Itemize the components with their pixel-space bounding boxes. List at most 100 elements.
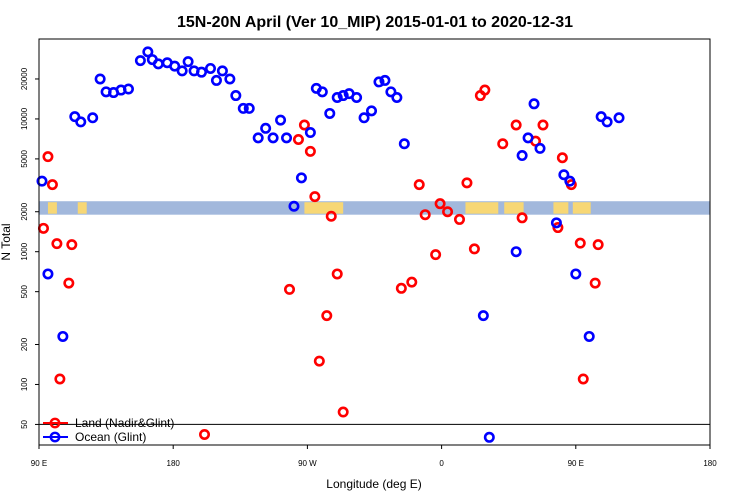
legend-label-land: Land (Nadir&Glint) bbox=[75, 416, 174, 430]
land-point bbox=[406, 276, 418, 288]
ocean-point bbox=[275, 114, 287, 126]
land-point bbox=[413, 179, 425, 191]
x-tick-label: 0 bbox=[439, 459, 444, 468]
land-point bbox=[54, 373, 66, 385]
land-point bbox=[325, 210, 337, 222]
ocean-point bbox=[358, 112, 370, 124]
ocean-point bbox=[237, 102, 249, 114]
band-land-segment bbox=[77, 202, 87, 214]
x-tick-label: 90 E bbox=[568, 459, 584, 468]
ocean-point bbox=[75, 116, 87, 128]
ocean-point bbox=[558, 169, 570, 181]
legend-label-ocean: Ocean (Glint) bbox=[75, 430, 146, 444]
band-land-segment bbox=[572, 202, 591, 214]
land-point bbox=[577, 373, 589, 385]
band-land-segment bbox=[465, 202, 499, 214]
legend-entry-land: Land (Nadir&Glint) bbox=[43, 416, 174, 430]
ocean-point bbox=[522, 132, 534, 144]
y-tick-label: 10000 bbox=[20, 107, 29, 130]
land-point bbox=[589, 277, 601, 289]
x-tick-label: 90 W bbox=[298, 459, 317, 468]
y-tick-label: 500 bbox=[20, 284, 29, 298]
x-tick-label: 90 E bbox=[31, 459, 47, 468]
land-point bbox=[51, 238, 63, 250]
ocean-point bbox=[564, 175, 576, 187]
ocean-point bbox=[366, 105, 378, 117]
band-land-segment bbox=[304, 202, 344, 214]
ocean-point bbox=[69, 111, 81, 123]
land-point bbox=[298, 119, 310, 131]
y-axis-label: N Total bbox=[0, 223, 13, 260]
land-point bbox=[434, 198, 446, 210]
ocean-point bbox=[324, 107, 336, 119]
ocean-point bbox=[204, 62, 216, 74]
ocean-point bbox=[169, 60, 181, 72]
legend-land-marker bbox=[49, 417, 61, 429]
ocean-point bbox=[288, 200, 300, 212]
land-point bbox=[37, 222, 49, 234]
land-point bbox=[537, 119, 549, 131]
land-point bbox=[516, 212, 528, 224]
legend-entry-ocean: Ocean (Glint) bbox=[43, 430, 146, 444]
ocean-point bbox=[267, 132, 279, 144]
band-land-segment bbox=[47, 202, 57, 214]
ocean-point bbox=[210, 74, 222, 86]
ocean-point bbox=[182, 56, 194, 68]
land-point bbox=[284, 283, 296, 295]
ocean-point bbox=[252, 132, 264, 144]
y-tick-label: 100 bbox=[20, 377, 29, 391]
ocean-point bbox=[477, 310, 489, 322]
legend: Land (Nadir&Glint) Ocean (Glint) bbox=[43, 416, 174, 444]
land-point bbox=[556, 152, 568, 164]
ocean-point bbox=[483, 431, 495, 443]
land-point bbox=[46, 179, 58, 191]
ocean-point bbox=[295, 172, 307, 184]
land-point bbox=[395, 282, 407, 294]
ocean-point bbox=[260, 122, 272, 134]
y-tick-label: 1000 bbox=[20, 242, 29, 260]
ocean-point bbox=[385, 86, 397, 98]
land-point bbox=[66, 239, 78, 251]
ocean-point bbox=[224, 73, 236, 85]
ocean-point bbox=[230, 90, 242, 102]
plot-frame bbox=[38, 38, 711, 446]
land-point bbox=[321, 310, 333, 322]
x-tick-label: 180 bbox=[703, 459, 717, 468]
land-point bbox=[592, 239, 604, 251]
ocean-point bbox=[152, 58, 164, 70]
land-point bbox=[430, 249, 442, 261]
ocean-point bbox=[534, 142, 546, 154]
land-point bbox=[574, 237, 586, 249]
y-axis: 50 100 200 500 1000 2000 5000 10000 20000 bbox=[20, 67, 39, 429]
ocean-point bbox=[373, 76, 385, 88]
ocean-point bbox=[351, 92, 363, 104]
land-point bbox=[468, 243, 480, 255]
ocean-point bbox=[379, 74, 391, 86]
x-tick-label: 180 bbox=[167, 459, 181, 468]
ocean-point bbox=[134, 55, 146, 67]
ocean-point bbox=[516, 150, 528, 162]
ocean-point bbox=[337, 90, 349, 102]
ocean-point bbox=[304, 127, 316, 139]
chart-title: 15N-20N April (Ver 10_MIP) 2015-01-01 to… bbox=[177, 14, 573, 31]
x-axis: 90 E 180 90 W 0 90 E 180 bbox=[31, 445, 717, 468]
ocean-point bbox=[391, 92, 403, 104]
ocean-point bbox=[550, 217, 562, 229]
land-point bbox=[292, 133, 304, 145]
ocean-point bbox=[243, 102, 255, 114]
ocean-point bbox=[196, 66, 208, 78]
land-point bbox=[497, 138, 509, 150]
x-axis-label: Longitude (deg E) bbox=[326, 477, 421, 491]
land-point bbox=[479, 84, 491, 96]
land-point bbox=[309, 191, 321, 203]
land-point bbox=[63, 277, 75, 289]
ocean-point bbox=[528, 98, 540, 110]
land-point bbox=[419, 209, 431, 221]
land-point bbox=[461, 177, 473, 189]
land-point bbox=[453, 213, 465, 225]
ocean-point bbox=[142, 46, 154, 58]
ocean-point bbox=[398, 138, 410, 150]
ocean-point bbox=[176, 65, 188, 77]
band-land-segment bbox=[504, 202, 524, 214]
